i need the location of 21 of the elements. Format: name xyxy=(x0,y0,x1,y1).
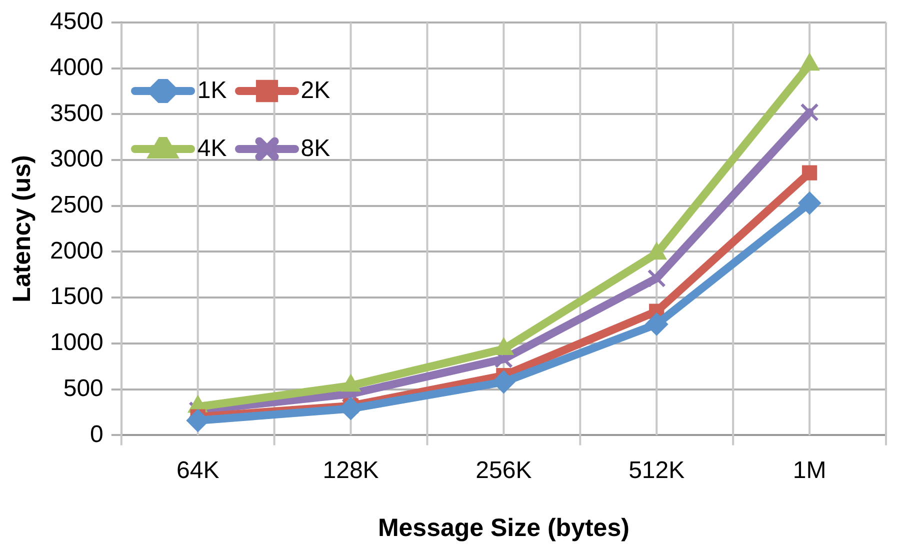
y-tick-label: 3500 xyxy=(50,100,104,127)
legend-label: 2K xyxy=(300,77,330,106)
x-tick-label: 64K xyxy=(176,457,220,484)
y-axis-title: Latency (us) xyxy=(8,155,36,302)
y-tick-label: 500 xyxy=(63,374,104,402)
x-tick-label: 256K xyxy=(476,457,532,484)
legend-label: 8K xyxy=(300,135,330,164)
y-tick-label: 3000 xyxy=(50,146,104,173)
x-tick-label: 512K xyxy=(628,457,685,484)
legend-label: 1K xyxy=(197,77,227,106)
y-tick-label: 2500 xyxy=(50,191,104,218)
y-tick-label: 2000 xyxy=(50,237,104,264)
x-tick-label: 128K xyxy=(322,457,379,484)
y-tick-label: 4000 xyxy=(50,54,104,81)
y-tick-label: 1500 xyxy=(50,283,104,310)
y-tick-label: 1000 xyxy=(50,329,104,356)
legend-label: 4K xyxy=(197,135,227,164)
x-axis-title: Message Size (bytes) xyxy=(378,514,630,542)
y-tick-label: 4500 xyxy=(50,8,104,36)
x-tick-label: 1M xyxy=(792,457,826,484)
y-tick-label: 0 xyxy=(90,420,104,448)
